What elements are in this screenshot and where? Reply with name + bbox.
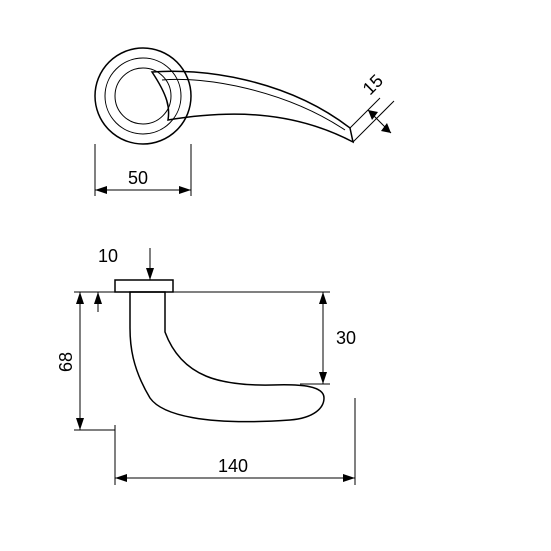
top-view: 50 15 <box>95 48 394 196</box>
dim-68: 68 <box>56 292 115 430</box>
dim-140: 140 <box>115 398 355 485</box>
technical-drawing: 50 15 10 <box>0 0 551 551</box>
rosette-mid <box>105 58 181 134</box>
dim-140-label: 140 <box>218 456 248 476</box>
dim-30-label: 30 <box>336 328 356 348</box>
dim-15-label: 15 <box>359 71 387 99</box>
dim-50: 50 <box>95 144 191 196</box>
dim-10-label: 10 <box>98 246 118 266</box>
dim-15: 15 <box>350 71 394 142</box>
dim-10: 10 <box>90 246 158 312</box>
plate <box>115 280 173 292</box>
handle-top-outline <box>152 71 353 142</box>
handle-side-outline <box>130 292 324 422</box>
rosette-inner <box>115 68 171 124</box>
side-view: 10 30 68 140 <box>56 246 356 485</box>
dim-50-label: 50 <box>128 168 148 188</box>
dim-30: 30 <box>173 292 356 384</box>
rosette-outer <box>95 48 191 144</box>
dim-68-label: 68 <box>56 352 76 372</box>
